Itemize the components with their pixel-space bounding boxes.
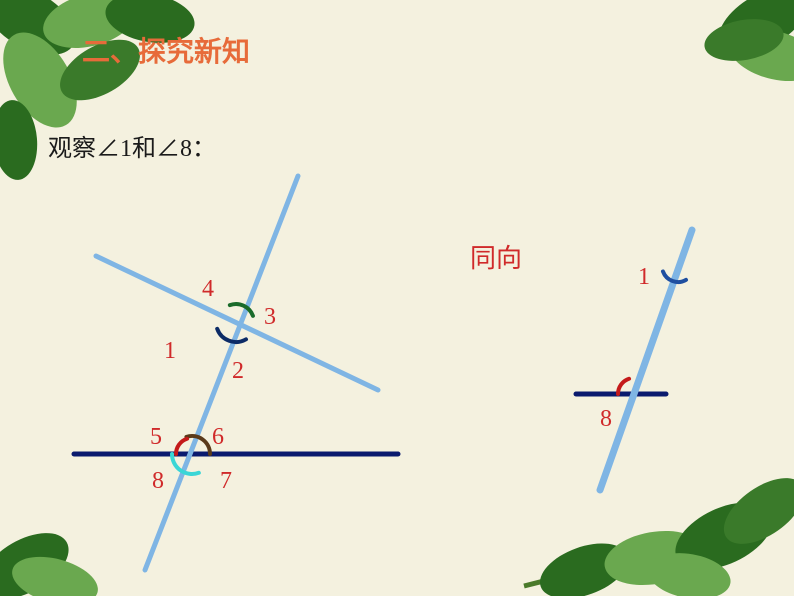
angle-label-8: 8 [152, 468, 164, 495]
angle-label-3: 3 [264, 304, 276, 331]
angle-label-7: 7 [220, 468, 232, 495]
angle-label-1: 1 [638, 264, 650, 291]
angle-label-1: 1 [164, 338, 176, 365]
angle-label-2: 2 [232, 358, 244, 385]
angle-label-5: 5 [150, 424, 162, 451]
angle-label-8: 8 [600, 406, 612, 433]
angle-label-6: 6 [212, 424, 224, 451]
geometry-diagram [0, 0, 794, 596]
angle-label-4: 4 [202, 276, 214, 303]
